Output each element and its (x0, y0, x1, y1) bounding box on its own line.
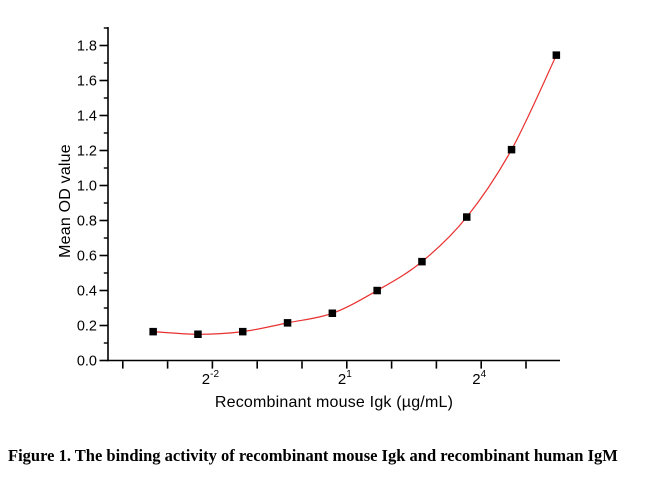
data-point (507, 145, 516, 154)
x-tick-label: 21 (338, 369, 352, 388)
data-point (328, 309, 337, 317)
fit-line (153, 54, 557, 335)
data-point (194, 330, 202, 338)
y-tick-label: 1.8 (77, 39, 97, 55)
chart-svg: 0.0 0.2 0.4 0.6 0.8 1.0 1.2 1.4 1.6 1.8 2-2 21 24 (77, 27, 561, 388)
y-tick-label: 1.2 (77, 144, 97, 160)
figure-caption: Figure 1. The binding activity of recomb… (8, 446, 618, 465)
x-tick-label: 24 (472, 369, 486, 388)
y-tick-label: 0.0 (77, 354, 97, 370)
y-tick-label: 0.2 (77, 319, 97, 335)
y-tick-label: 0.6 (77, 249, 97, 265)
y-tick-label: 0.4 (77, 284, 97, 300)
data-point (239, 327, 247, 336)
data-point (463, 213, 471, 221)
y-tick-label: 1.0 (77, 179, 97, 195)
x-tick-label: 2-2 (202, 369, 220, 388)
data-point (418, 257, 426, 266)
y-axis-title: Mean OD value (57, 144, 74, 258)
y-tick-label: 0.8 (77, 214, 97, 230)
data-point (552, 51, 561, 59)
x-axis-title: Recombinant mouse Igk (µg/mL) (214, 394, 454, 411)
data-point (283, 319, 292, 327)
data-point (149, 327, 157, 336)
data-point (373, 286, 381, 295)
y-tick-label: 1.6 (77, 74, 97, 90)
y-tick-label: 1.4 (77, 109, 97, 125)
